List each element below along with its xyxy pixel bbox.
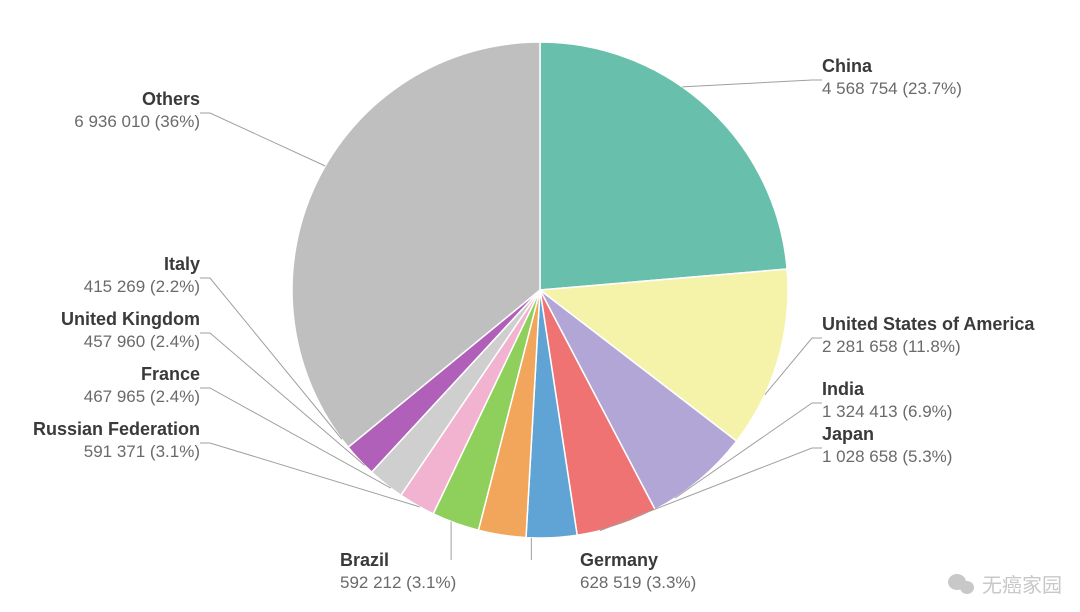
slice-label-name: India	[822, 379, 865, 399]
slice-label-name: Germany	[580, 550, 658, 570]
slice-label-value: 628 519 (3.3%)	[580, 573, 696, 592]
slice-label-value: 2 281 658 (11.8%)	[822, 337, 961, 356]
slice-label-value: 592 212 (3.1%)	[340, 573, 456, 592]
slice-label-value: 467 965 (2.4%)	[84, 387, 200, 406]
slice-label-name: Italy	[164, 254, 200, 274]
slice-label-value: 591 371 (3.1%)	[84, 442, 200, 461]
leader-line	[682, 80, 822, 87]
leader-line	[200, 113, 325, 166]
slice-label-name: United Kingdom	[61, 309, 200, 329]
pie-slice	[540, 42, 787, 290]
slice-label-value: 1 028 658 (5.3%)	[822, 447, 952, 466]
slice-label-name: China	[822, 56, 873, 76]
pie-chart: China 4 568 754 (23.7%) United States of A…	[0, 0, 1080, 612]
slice-label-value: 457 960 (2.4%)	[84, 332, 200, 351]
slice-label-value: 415 269 (2.2%)	[84, 277, 200, 296]
slice-label-name: Brazil	[340, 550, 389, 570]
slice-label-name: Russian Federation	[33, 419, 200, 439]
slice-label-value: 1 324 413 (6.9%)	[822, 402, 952, 421]
slice-label-name: Others	[142, 89, 200, 109]
slice-label-name: Japan	[822, 424, 874, 444]
slice-label-value: 6 936 010 (36%)	[74, 112, 200, 131]
slice-label-value: 4 568 754 (23.7%)	[822, 79, 962, 98]
slice-label-name: United States of America	[822, 314, 1035, 334]
slice-label-name: France	[141, 364, 200, 384]
